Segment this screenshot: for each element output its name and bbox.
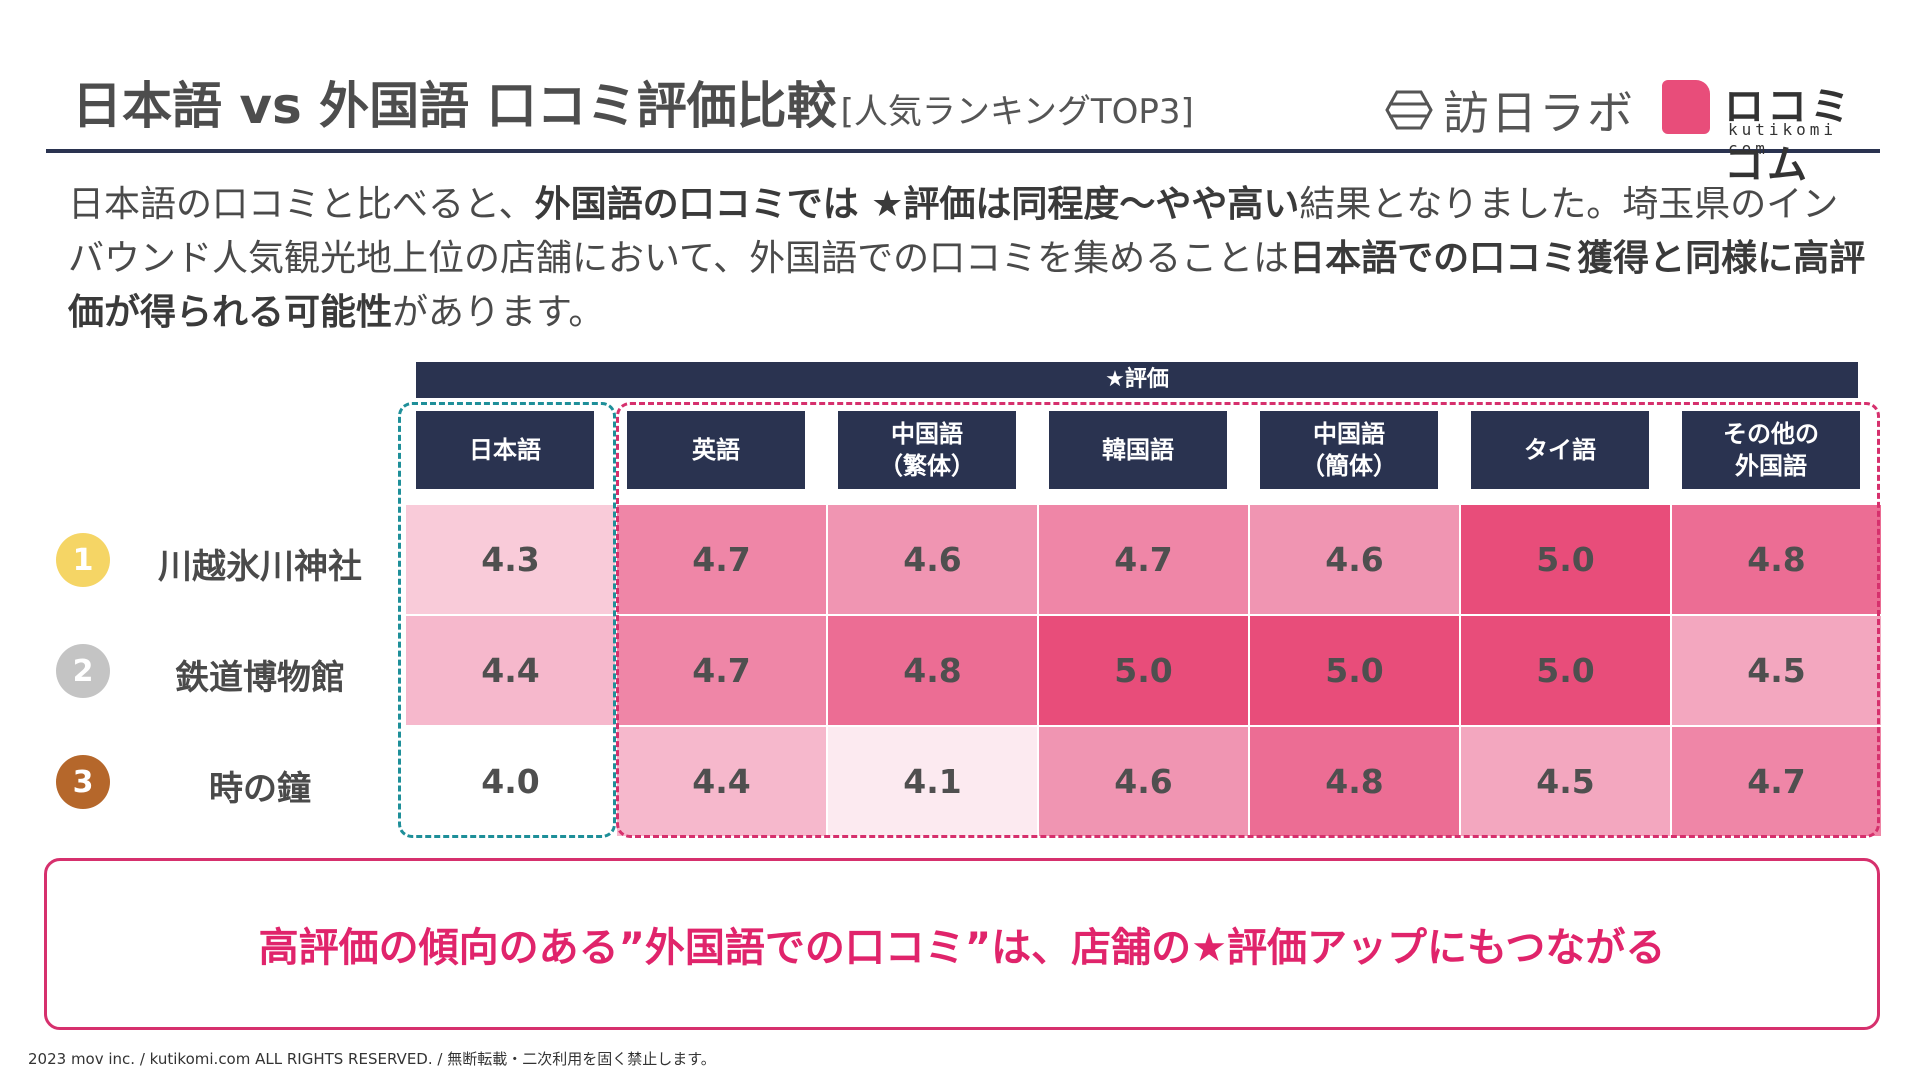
column-header: 日本語 [416, 411, 594, 489]
rating-cell: 4.7 [1672, 727, 1882, 837]
column-header: 中国語 （簡体） [1260, 411, 1438, 489]
rating-cell: 5.0 [1250, 616, 1460, 726]
intro-bold-2: 日本語での口コミ獲得と同様に高評価が得られる可能性 [68, 238, 1866, 333]
title-main: 日本語 vs 外国語 口コミ評価比較 [72, 77, 837, 135]
houjin-labo-logo: 訪日ラボ [1385, 80, 1635, 140]
title-subtitle: [人気ランキングTOP3] [840, 92, 1194, 132]
rating-cell: 4.7 [617, 616, 827, 726]
page-title: 日本語 vs 外国語 口コミ評価比較 [人気ランキングTOP3] [72, 66, 1194, 138]
intro-text-3: があります。 [392, 292, 605, 333]
intro-paragraph: 日本語の口コミと比べると、外国語の口コミでは ★評価は同程度〜やや高い結果となり… [68, 178, 1868, 340]
rating-cell: 4.6 [1250, 505, 1460, 615]
rating-cell: 5.0 [1461, 505, 1671, 615]
column-header: その他の 外国語 [1682, 411, 1860, 489]
rating-cell: 4.8 [828, 616, 1038, 726]
intro-text-2: 結果となりました。埼玉県のインバウンド人気観光地上位の店舗において、外国語での口… [68, 184, 1839, 279]
japanese-highlight-frame [398, 402, 616, 838]
rating-cell: 4.7 [1039, 505, 1249, 615]
rating-group-header: ★評価 [416, 362, 1858, 398]
rating-cell: 5.0 [1461, 616, 1671, 726]
title-divider [46, 149, 1880, 153]
rating-cell: 4.6 [1039, 727, 1249, 837]
column-header: 英語 [627, 411, 805, 489]
intro-text-1: 日本語の口コミと比べると、 [68, 184, 535, 225]
kuchikomi-logo-subtext: kutikomi com [1728, 120, 1838, 158]
copyright-footer: 2023 mov inc. / kutikomi.com ALL RIGHTS … [28, 1050, 716, 1068]
conclusion-callout: 高評価の傾向のある”外国語での口コミ”は、店舗の★評価アップにもつながる [44, 858, 1880, 1030]
column-header: 中国語 （繁体） [838, 411, 1016, 489]
rating-cell: 4.5 [1461, 727, 1671, 837]
kuchikomi-logo-icon [1662, 80, 1710, 134]
rank-badge: 2 [56, 644, 110, 698]
rank-badge: 3 [56, 755, 110, 809]
rating-cell: 4.1 [828, 727, 1038, 837]
rank-badge: 1 [56, 533, 110, 587]
intro-bold-1: 外国語の口コミでは ★評価は同程度〜やや高い [534, 184, 1300, 225]
rating-cell: 4.8 [1672, 505, 1882, 615]
rating-cell: 4.7 [617, 505, 827, 615]
kuchikomi-logo: ロコミコム kutikomi com [1662, 78, 1880, 188]
rating-cell: 4.4 [617, 727, 827, 837]
kuchikomi-logo-text: ロコミコム [1724, 84, 1853, 188]
rating-cell: 4.4 [406, 616, 616, 726]
rating-cell: 4.3 [406, 505, 616, 615]
houjin-logo-text: 訪日ラボ [1443, 86, 1635, 140]
rating-cell: 4.5 [1672, 616, 1882, 726]
rating-cell: 5.0 [1039, 616, 1249, 726]
foreign-highlight-frame [616, 402, 1880, 838]
rating-cell: 4.0 [406, 727, 616, 837]
spot-name: 時の鐘 [209, 769, 311, 809]
rating-cell: 4.6 [828, 505, 1038, 615]
column-header: 韓国語 [1049, 411, 1227, 489]
houjin-logo-icon [1385, 90, 1433, 130]
rating-cell: 4.8 [1250, 727, 1460, 837]
column-header: タイ語 [1471, 411, 1649, 489]
spot-name: 鉄道博物館 [175, 658, 345, 698]
spot-name: 川越氷川神社 [158, 547, 362, 587]
